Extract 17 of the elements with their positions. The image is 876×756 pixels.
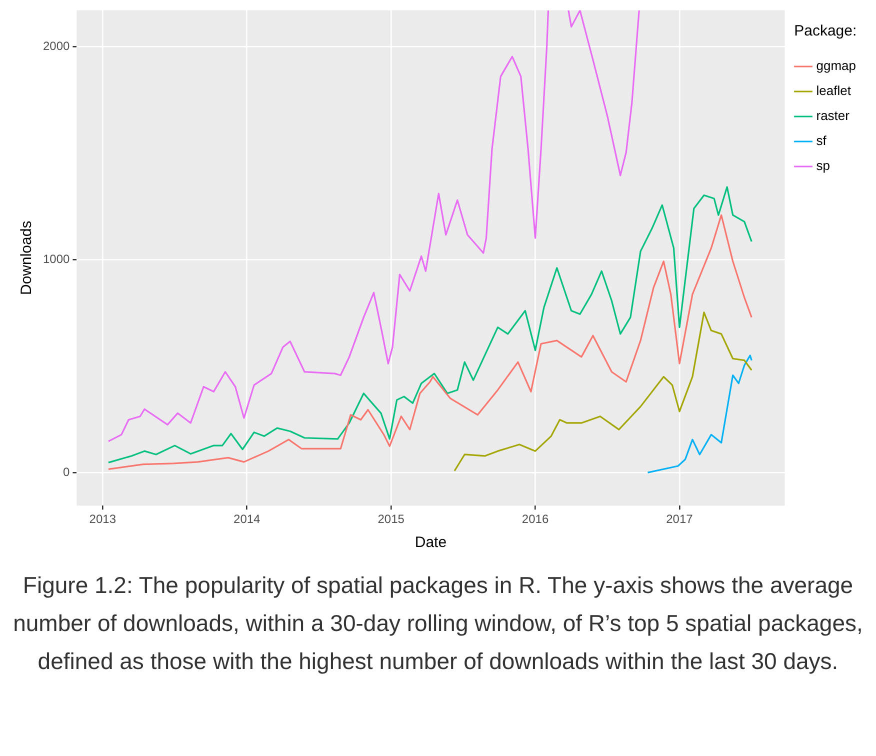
legend-label: leaflet bbox=[816, 83, 852, 98]
x-tick-label: 2014 bbox=[234, 512, 261, 526]
x-axis-title: Date bbox=[414, 534, 447, 552]
x-tick-label: 2013 bbox=[89, 512, 116, 526]
caption: Figure 1.2: The popularity of spatial packages in R. The y-axis shows the average number of downloads, within a 30-day rolling window, of R’s top 5 spatial packages, defined as those with the highest number of downloads within the last 30 days. bbox=[12, 571, 864, 676]
x-tick-label: 2015 bbox=[378, 512, 405, 526]
legend-title: Package: bbox=[794, 22, 857, 40]
legend-label: raster bbox=[816, 108, 850, 124]
y-tick-label: 1000 bbox=[42, 252, 70, 266]
legend-label: sf bbox=[816, 133, 827, 148]
x-tick-label: 2016 bbox=[522, 512, 549, 526]
y-tick-label: 0 bbox=[63, 464, 70, 479]
legend-label: ggmap bbox=[816, 58, 856, 74]
y-axis-title: Downloads bbox=[18, 220, 36, 296]
y-tick-label: 2000 bbox=[42, 38, 70, 53]
x-tick-label: 2017 bbox=[666, 512, 694, 526]
legend-label: sp bbox=[816, 158, 830, 174]
